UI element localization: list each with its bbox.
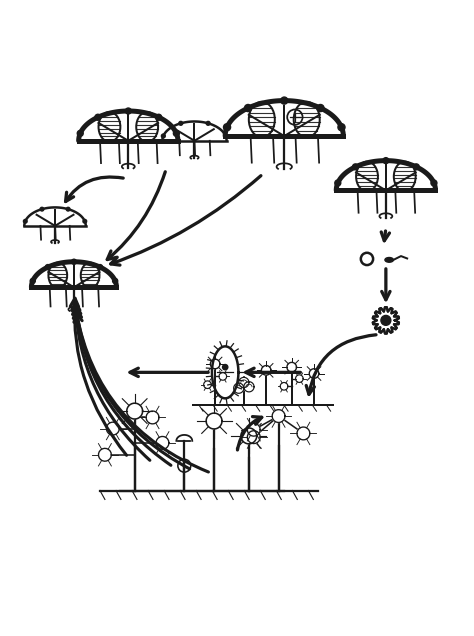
Polygon shape [212, 347, 238, 398]
Circle shape [95, 114, 101, 120]
Circle shape [224, 134, 228, 138]
Polygon shape [99, 448, 111, 461]
Circle shape [381, 315, 391, 325]
Polygon shape [127, 403, 143, 419]
Polygon shape [241, 428, 257, 444]
Circle shape [162, 134, 165, 138]
Circle shape [40, 207, 44, 211]
Circle shape [173, 130, 179, 136]
Polygon shape [247, 424, 260, 436]
Circle shape [23, 219, 27, 223]
Circle shape [383, 158, 389, 163]
Polygon shape [239, 377, 249, 387]
Polygon shape [107, 422, 119, 435]
Polygon shape [204, 381, 211, 389]
Circle shape [353, 164, 358, 170]
Polygon shape [373, 307, 399, 333]
Ellipse shape [385, 258, 393, 262]
Circle shape [206, 121, 210, 125]
Circle shape [125, 108, 131, 114]
Circle shape [98, 265, 102, 270]
Polygon shape [296, 375, 303, 382]
Circle shape [179, 121, 182, 125]
Circle shape [335, 180, 341, 186]
Circle shape [46, 265, 50, 270]
Circle shape [281, 97, 288, 104]
Polygon shape [234, 383, 244, 393]
Polygon shape [272, 410, 285, 422]
Polygon shape [146, 411, 159, 424]
Polygon shape [297, 427, 310, 440]
Polygon shape [210, 359, 220, 369]
Polygon shape [280, 382, 288, 390]
Polygon shape [206, 413, 222, 429]
Polygon shape [262, 366, 271, 375]
Circle shape [30, 279, 35, 284]
Circle shape [113, 279, 118, 284]
Circle shape [156, 114, 162, 120]
Polygon shape [244, 382, 254, 392]
Polygon shape [287, 363, 297, 372]
Polygon shape [247, 431, 260, 443]
Circle shape [431, 180, 437, 186]
Circle shape [66, 207, 70, 211]
Circle shape [72, 259, 76, 265]
Circle shape [245, 104, 252, 111]
Circle shape [222, 364, 228, 370]
Circle shape [224, 123, 230, 131]
Circle shape [338, 123, 345, 131]
Circle shape [83, 219, 87, 223]
Polygon shape [309, 369, 319, 378]
Circle shape [317, 104, 324, 111]
Circle shape [77, 130, 83, 136]
Polygon shape [219, 373, 227, 380]
Circle shape [413, 164, 419, 170]
Polygon shape [156, 436, 169, 449]
